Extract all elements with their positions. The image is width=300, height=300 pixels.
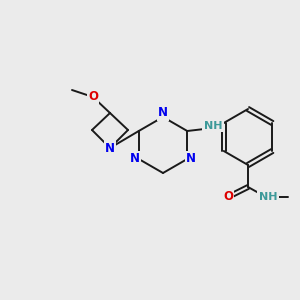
Text: NH: NH: [204, 121, 222, 131]
Text: N: N: [186, 152, 196, 166]
Text: N: N: [158, 106, 168, 119]
Text: O: O: [223, 190, 233, 203]
Text: N: N: [130, 152, 140, 166]
Text: O: O: [88, 91, 98, 103]
Text: N: N: [105, 142, 115, 154]
Text: NH: NH: [259, 192, 277, 202]
